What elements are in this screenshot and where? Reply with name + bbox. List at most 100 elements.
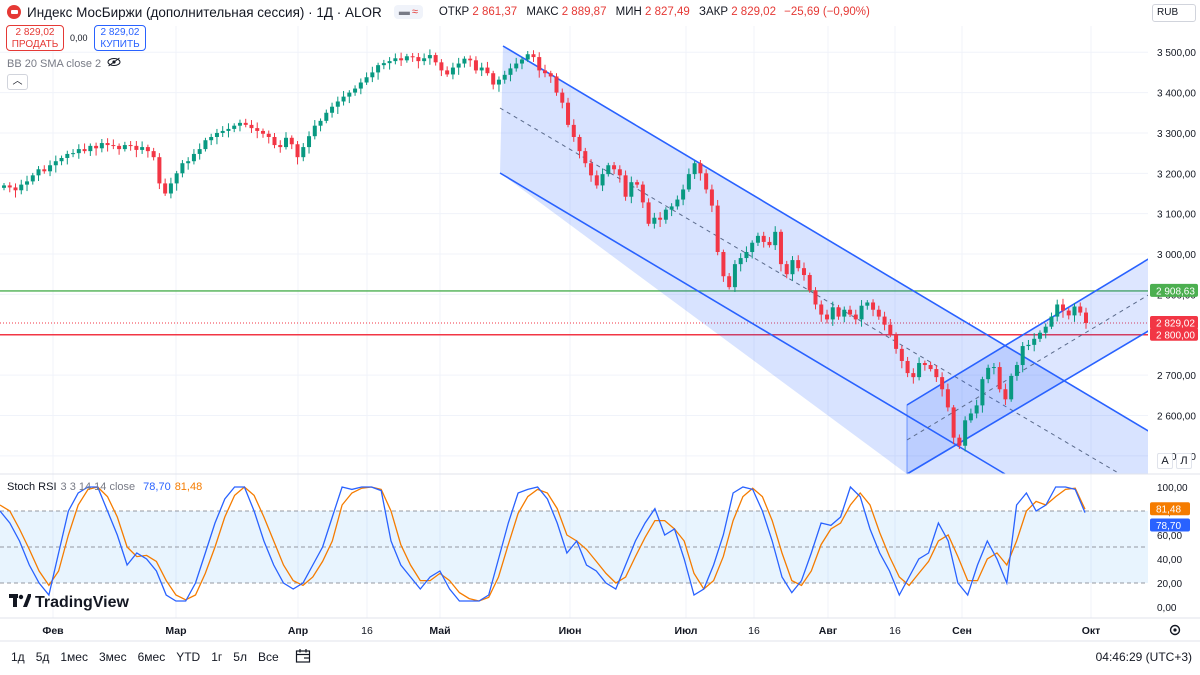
candle-body bbox=[128, 145, 133, 147]
stoch-name: Stoch RSI bbox=[7, 481, 57, 493]
stoch-d-tag-label: 81,48 bbox=[1156, 505, 1181, 516]
candle-body bbox=[462, 58, 467, 64]
candle-body bbox=[796, 260, 801, 269]
trend-channels[interactable] bbox=[499, 45, 1151, 475]
time-tick-label: Авг bbox=[819, 625, 838, 637]
timeframe-1m[interactable]: 1мес bbox=[60, 650, 88, 664]
buy-button[interactable]: 2 829,02 КУПИТЬ bbox=[94, 25, 146, 51]
candle-body bbox=[986, 367, 991, 380]
price-tick-label: 2 700,00 bbox=[1157, 371, 1196, 382]
timeframe-6m[interactable]: 6мес bbox=[137, 650, 166, 664]
candle-body bbox=[393, 58, 398, 62]
candle-body bbox=[186, 161, 191, 164]
candle-body bbox=[13, 187, 18, 191]
candle-body bbox=[571, 124, 576, 137]
candle-body bbox=[203, 140, 208, 150]
sell-button[interactable]: 2 829,02 ПРОДАТЬ bbox=[6, 25, 64, 51]
timeframe-ytd[interactable]: YTD bbox=[176, 650, 201, 664]
eye-hidden-icon[interactable] bbox=[107, 57, 121, 70]
bollinger-indicator[interactable]: BB 20 SMA close 2 bbox=[7, 57, 121, 70]
time-tick-label: Окт bbox=[1082, 625, 1101, 637]
spread-value: 0,00 bbox=[70, 33, 88, 43]
stoch-tick-label: 20,00 bbox=[1157, 579, 1182, 590]
level-tag-label: 2 908,63 bbox=[1156, 286, 1195, 297]
buy-label: КУПИТЬ bbox=[100, 39, 140, 50]
tradingview-logo[interactable]: TradingView bbox=[9, 594, 129, 612]
candle-body bbox=[606, 165, 611, 175]
candle-body bbox=[940, 377, 945, 390]
candle-body bbox=[744, 252, 749, 259]
status-pill[interactable]: ▬ ≈ bbox=[393, 5, 423, 19]
timeframe-5y[interactable]: 5л bbox=[233, 650, 247, 664]
calendar-range-icon[interactable] bbox=[295, 648, 311, 667]
bottom-toolbar: 1д 5д 1мес 3мес 6мес YTD 1г 5л Все 04:46… bbox=[0, 642, 1200, 672]
stoch-rsi-legend[interactable]: Stoch RSI 3 3 14 14 close 78,70 81,48 bbox=[7, 481, 202, 493]
candle-body bbox=[88, 145, 93, 152]
candle-body bbox=[957, 437, 962, 446]
symbol-title[interactable]: Индекс МосБиржи (дополнительная сессия) … bbox=[27, 4, 382, 20]
collapse-legend-button[interactable]: ︿ bbox=[7, 74, 28, 90]
candle-body bbox=[825, 314, 830, 320]
timeframe-3m[interactable]: 3мес bbox=[98, 650, 127, 664]
candle-body bbox=[353, 88, 358, 93]
candle-body bbox=[117, 145, 122, 150]
candle-body bbox=[71, 153, 76, 155]
candle-body bbox=[899, 348, 904, 361]
candle-body bbox=[232, 125, 237, 129]
timeframe-1y[interactable]: 1г bbox=[211, 650, 223, 664]
change-value: −25,69 (−0,90%) bbox=[784, 6, 870, 18]
candle-body bbox=[801, 268, 806, 276]
level-tag-label: 2 829,02 bbox=[1156, 319, 1195, 330]
candle-body bbox=[543, 70, 547, 74]
log-scale-button[interactable]: Л bbox=[1176, 453, 1192, 469]
candle-body bbox=[473, 60, 478, 71]
candle-body bbox=[168, 183, 173, 194]
candle-body bbox=[686, 174, 691, 190]
candle-body bbox=[583, 151, 588, 164]
timeframe-all[interactable]: Все bbox=[257, 650, 279, 664]
candle-body bbox=[174, 173, 179, 184]
auto-scale-button[interactable]: A bbox=[1157, 453, 1173, 469]
high-label: МАКС bbox=[526, 6, 559, 18]
candle-body bbox=[871, 302, 876, 310]
price-tick-label: 3 400,00 bbox=[1157, 89, 1196, 100]
candle-body bbox=[364, 77, 369, 83]
sell-price: 2 829,02 bbox=[15, 27, 55, 38]
candle-body bbox=[917, 363, 922, 378]
time-tick-label: Сен bbox=[952, 625, 972, 637]
candle-body bbox=[600, 174, 605, 186]
candle-body bbox=[784, 264, 789, 275]
candle-body bbox=[76, 149, 81, 154]
candle-body bbox=[370, 72, 375, 78]
candle-body bbox=[25, 181, 30, 185]
candle-body bbox=[566, 102, 571, 125]
candle-body bbox=[94, 145, 99, 149]
horizontal-levels bbox=[0, 290, 1148, 336]
currency-label: RUB bbox=[1157, 7, 1179, 18]
candle-body bbox=[53, 161, 58, 166]
wave-icon: ≈ bbox=[411, 6, 418, 18]
axes: 2 500,002 600,002 700,002 800,002 900,00… bbox=[0, 48, 1200, 642]
timeframe-5d[interactable]: 5д bbox=[35, 650, 50, 664]
clock-timezone[interactable]: 04:46:29 (UTC+3) bbox=[1095, 650, 1192, 664]
candle-body bbox=[1026, 344, 1031, 347]
candle-body bbox=[663, 209, 668, 220]
settings-gear-icon[interactable] bbox=[1169, 624, 1181, 636]
candle-body bbox=[145, 147, 150, 152]
candle-body bbox=[387, 61, 392, 64]
candle-body bbox=[295, 144, 300, 158]
close-value: 2 829,02 bbox=[731, 6, 776, 18]
stoch-k-tag bbox=[1150, 518, 1190, 532]
candle-body bbox=[2, 185, 6, 188]
stoch-tick-label: 40,00 bbox=[1157, 555, 1182, 566]
candle-body bbox=[640, 184, 645, 203]
candle-body bbox=[715, 205, 720, 253]
candle-body bbox=[1066, 310, 1071, 316]
candle-body bbox=[111, 145, 116, 147]
candle-body bbox=[1060, 304, 1065, 311]
time-tick-label: 16 bbox=[361, 625, 373, 637]
timeframe-1d[interactable]: 1д bbox=[11, 650, 25, 664]
currency-selector[interactable]: RUB bbox=[1152, 4, 1196, 22]
ohlc-values: ОТКР 2 861,37 МАКС 2 889,87 МИН 2 827,49… bbox=[433, 6, 870, 18]
